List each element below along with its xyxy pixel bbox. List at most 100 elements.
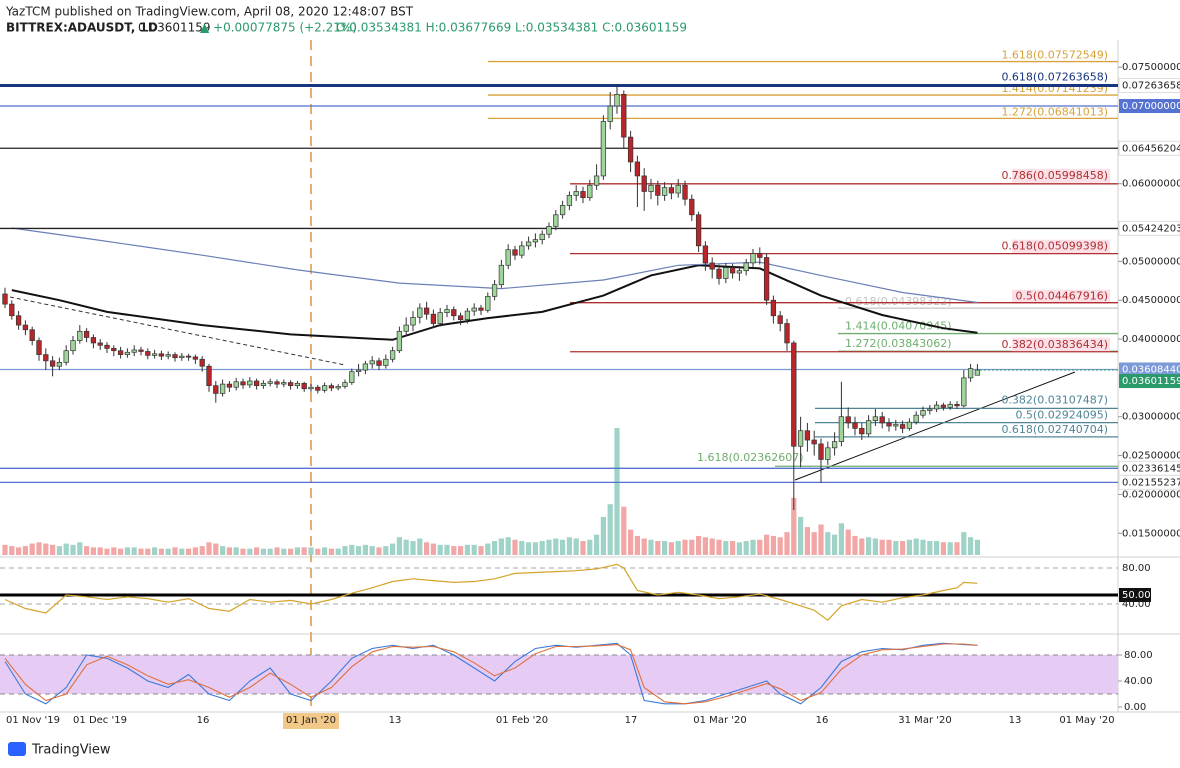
candle-body bbox=[29, 329, 35, 341]
date-highlight bbox=[283, 713, 339, 729]
volume-bar bbox=[63, 543, 69, 555]
fib-label: 0.618(0.07263658) bbox=[1001, 71, 1108, 84]
volume-bar bbox=[437, 544, 443, 555]
volume-bar bbox=[730, 541, 736, 555]
volume-bar bbox=[9, 546, 15, 555]
candle-body bbox=[655, 184, 661, 196]
candle-body bbox=[838, 416, 845, 442]
candle-body bbox=[627, 136, 634, 163]
level-label-bg bbox=[1118, 78, 1180, 94]
volume-bar bbox=[641, 538, 647, 555]
stoch-band bbox=[0, 655, 1118, 694]
candle-body bbox=[716, 268, 722, 279]
candle-body bbox=[77, 330, 83, 341]
volume-bar bbox=[587, 539, 593, 555]
volume-bar bbox=[403, 539, 409, 555]
candle-body bbox=[349, 371, 355, 383]
volume-bar bbox=[471, 544, 477, 555]
candle-body bbox=[804, 430, 811, 441]
candle-body bbox=[185, 355, 192, 358]
candle-body bbox=[328, 385, 335, 389]
volume-bar bbox=[458, 546, 464, 555]
last-price-label: 0.03601159 bbox=[1122, 376, 1180, 387]
candle-body bbox=[315, 386, 321, 391]
candle-body bbox=[757, 253, 763, 258]
level-label: 0.06456204 bbox=[1122, 143, 1180, 154]
fib-label: 1.272(0.03843062) bbox=[845, 337, 952, 350]
volume-bar bbox=[539, 541, 545, 555]
candle-body bbox=[383, 358, 389, 366]
volume-bar bbox=[648, 539, 654, 555]
candle-body bbox=[111, 348, 117, 352]
y-tick-label: 0.04500000 bbox=[1122, 295, 1180, 306]
candle-body bbox=[723, 267, 729, 279]
candle-body bbox=[512, 249, 518, 256]
last-price-bg bbox=[1119, 374, 1180, 389]
x-tick-label: 31 Mar '20 bbox=[898, 715, 951, 726]
volume-bar bbox=[498, 538, 504, 555]
candle-body bbox=[138, 349, 144, 352]
candle-body bbox=[865, 420, 872, 435]
candle-body bbox=[750, 253, 756, 264]
footer: TradingView bbox=[31, 743, 111, 758]
volume-bar bbox=[859, 538, 865, 555]
volume-bar bbox=[668, 542, 674, 555]
volume-bar bbox=[825, 532, 831, 555]
volume-bar bbox=[84, 546, 90, 555]
volume-bar bbox=[77, 542, 83, 555]
volume-bar bbox=[50, 544, 56, 555]
y-tick-label: 0.02000000 bbox=[1122, 489, 1180, 500]
candle-body bbox=[2, 293, 8, 305]
candle-body bbox=[519, 245, 525, 256]
candle-body bbox=[457, 315, 464, 320]
volume-bar bbox=[417, 538, 423, 555]
volume-bar bbox=[492, 541, 498, 555]
fib-label-bg bbox=[1012, 337, 1110, 352]
candle-body bbox=[954, 403, 960, 407]
volume-bar bbox=[131, 547, 137, 555]
level-label: 0.07000000 bbox=[1122, 101, 1180, 112]
candle-body bbox=[342, 382, 348, 387]
volume-bar bbox=[791, 497, 797, 555]
candle-body bbox=[410, 316, 416, 326]
volume-bar bbox=[260, 548, 266, 555]
candle-body bbox=[743, 262, 749, 272]
y-tick-label: 0.03000000 bbox=[1122, 412, 1180, 423]
volume-bar bbox=[560, 539, 566, 555]
fib-label: 0.5(0.04467916) bbox=[1015, 290, 1108, 303]
volume-bar bbox=[662, 541, 668, 555]
change: ▲ +0.00077875 (+2.21%) bbox=[200, 21, 357, 35]
x-tick-label: 17 bbox=[625, 715, 638, 726]
volume-bar bbox=[485, 543, 491, 555]
candle-body bbox=[974, 369, 981, 376]
volume-bar bbox=[784, 532, 790, 555]
stoch-tick-label: 80.00 bbox=[1124, 650, 1153, 661]
candle-body bbox=[70, 340, 76, 352]
candle-body bbox=[213, 385, 219, 394]
trend-line bbox=[9, 296, 346, 366]
volume-bar bbox=[97, 547, 103, 555]
volume-bar bbox=[349, 544, 355, 555]
volume-bar bbox=[294, 547, 300, 555]
candle-body bbox=[784, 323, 790, 344]
volume-bar bbox=[22, 546, 28, 555]
volume-bar bbox=[845, 529, 851, 555]
volume-bar bbox=[961, 532, 967, 555]
candle-body bbox=[689, 198, 695, 216]
volume-bar bbox=[390, 543, 396, 555]
y-tick-label: 0.02500000 bbox=[1122, 451, 1180, 462]
volume-bar bbox=[267, 548, 273, 555]
candle-body bbox=[777, 315, 783, 324]
volume-bar bbox=[879, 539, 885, 555]
y-tick-label: 0.01500000 bbox=[1122, 528, 1180, 539]
fib-label: 1.618(0.07572549) bbox=[1001, 49, 1108, 62]
fib-label: 0.382(0.03836434) bbox=[1001, 338, 1108, 351]
volume-bar bbox=[308, 547, 314, 555]
candle-body bbox=[709, 262, 715, 270]
fib-label: 1.618(0.02362607) bbox=[697, 451, 804, 464]
volume-bar bbox=[634, 535, 640, 555]
volume-bar bbox=[2, 544, 8, 555]
